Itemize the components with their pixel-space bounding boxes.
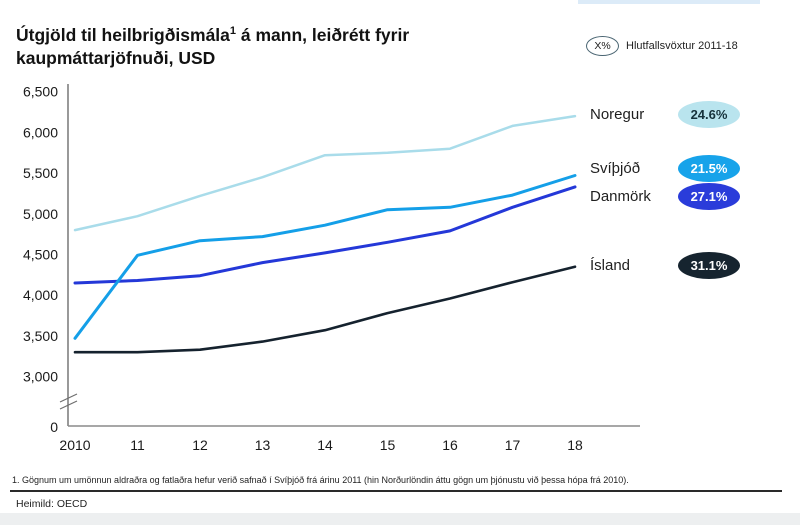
svg-text:15: 15 (380, 437, 396, 453)
svg-text:0: 0 (50, 419, 58, 435)
series-name-island: Ísland (590, 257, 631, 274)
svg-text:2010: 2010 (59, 437, 90, 453)
growth-legend-label: Hlutfallsvöxtur 2011-18 (626, 40, 738, 52)
series-name-danmork: Danmörk (590, 188, 651, 205)
svg-text:4,500: 4,500 (23, 247, 58, 263)
svg-text:5,000: 5,000 (23, 206, 58, 222)
line-chart: 6,500 6,000 5,500 5,000 4,500 4,000 3,500 3,000… (23, 84, 740, 453)
title-footnote-marker: 1 (229, 24, 237, 37)
bottom-band (0, 513, 800, 525)
chart-canvas: 6,500 6,000 5,500 5,000 4,500 4,000 3,500 3,000… (23, 84, 640, 453)
growth-badge-danmork: 27.1% (678, 183, 740, 210)
svg-text:6,500: 6,500 (23, 84, 58, 100)
title-line1-post: á mann, leiðrétt fyrir (236, 24, 410, 45)
svg-text:12: 12 (192, 437, 208, 453)
svg-text:4,000: 4,000 (23, 287, 58, 303)
series-label-svithjod: Svíþjóð 21.5% (590, 155, 740, 182)
svg-text:16: 16 (442, 437, 458, 453)
series-label-noregur: Noregur 24.6% (590, 101, 740, 128)
source-note: Heimild: OECD (16, 498, 88, 510)
svg-text:3,000: 3,000 (23, 369, 58, 385)
series-name-noregur: Noregur (590, 106, 645, 123)
growth-badge-noregur: 24.6% (678, 101, 740, 128)
svg-text:11: 11 (130, 437, 145, 453)
growth-legend-oval-icon: X% (586, 36, 619, 56)
top-accent-strip (578, 0, 760, 4)
title-line2: kaupmáttarjöfnuði, USD (16, 48, 216, 69)
svg-text:13: 13 (255, 437, 271, 453)
series-label-island: Ísland 31.1% (590, 252, 740, 279)
svg-text:6,000: 6,000 (23, 124, 58, 140)
growth-badge-svithjod: 21.5% (678, 155, 740, 182)
series-label-danmork: Danmörk 27.1% (590, 183, 740, 210)
growth-legend: X% Hlutfallsvöxtur 2011-18 (586, 36, 738, 56)
title-line1-pre: Útgjöld til heilbrigðismála (16, 24, 230, 45)
divider-line (10, 490, 782, 492)
page-title: Útgjöld til heilbrigðismála1 á mann, lei… (16, 24, 486, 71)
svg-text:17: 17 (505, 437, 521, 453)
footnote: 1. Gögnum um umönnun aldraðra og fatlaðr… (12, 475, 629, 485)
svg-text:5,500: 5,500 (23, 165, 58, 181)
svg-text:3,500: 3,500 (23, 328, 58, 344)
svg-text:14: 14 (317, 437, 333, 453)
growth-badge-island: 31.1% (678, 252, 740, 279)
series-name-svithjod: Svíþjóð (590, 160, 641, 177)
svg-text:18: 18 (567, 437, 583, 453)
